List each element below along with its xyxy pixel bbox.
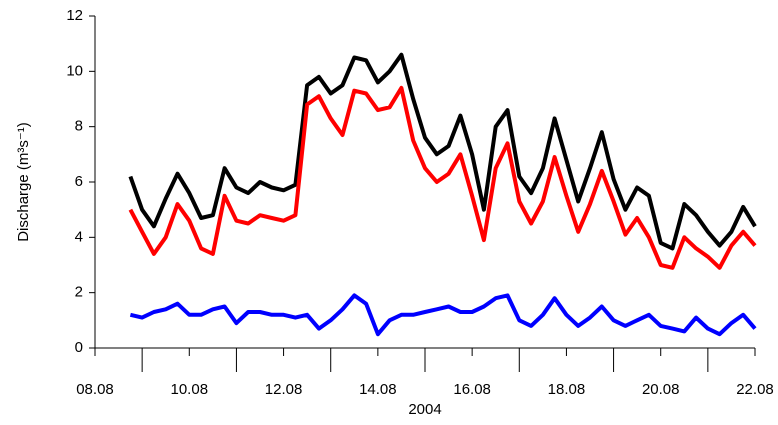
x-tick-label: 08.08 [76, 381, 114, 398]
y-tick-label: 12 [66, 7, 83, 24]
y-tick-label: 2 [75, 284, 83, 301]
x-tick-label: 20.08 [642, 381, 680, 398]
y-tick-label: 10 [66, 62, 83, 79]
x-tick-label: 12.08 [265, 381, 303, 398]
x-tick-label: 16.08 [453, 381, 491, 398]
x-tick-label: 18.08 [548, 381, 586, 398]
x-axis-label: 2004 [408, 401, 441, 418]
x-tick-label: 14.08 [359, 381, 397, 398]
y-tick-label: 0 [75, 339, 83, 356]
x-tick-label: 10.08 [171, 381, 209, 398]
series-line [129, 293, 757, 337]
series-line [128, 85, 757, 270]
y-tick-label: 6 [75, 173, 83, 190]
y-axis-label: Discharge (m³s⁻¹) [15, 122, 32, 242]
x-tick-label: 22.08 [736, 381, 774, 398]
y-tick-label: 4 [75, 228, 83, 245]
y-tick-label: 8 [75, 118, 83, 135]
series-line [128, 52, 757, 251]
